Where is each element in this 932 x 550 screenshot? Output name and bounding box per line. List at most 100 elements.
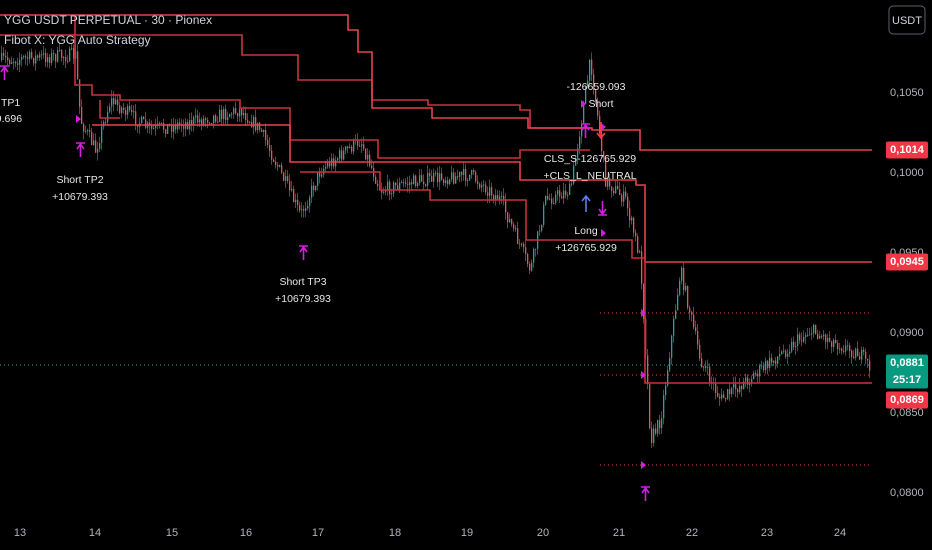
candle-body	[555, 194, 557, 203]
candle-body	[485, 184, 487, 193]
candle-body	[819, 335, 821, 339]
candle-body	[437, 172, 439, 183]
candle-body	[839, 348, 841, 350]
candle-body	[821, 335, 823, 337]
candle-body	[837, 343, 839, 349]
candle-body	[577, 148, 579, 158]
long-arrow	[581, 194, 591, 212]
candle-body	[95, 140, 97, 153]
candle-body	[195, 115, 197, 118]
candle-body	[387, 181, 389, 191]
candle-body	[651, 428, 653, 444]
step-line	[0, 14, 872, 151]
candle-body	[155, 125, 157, 128]
candle-body	[119, 105, 121, 113]
candle-body	[115, 99, 117, 105]
candle-body	[639, 251, 641, 253]
candle-body	[843, 350, 845, 352]
candle-body	[269, 145, 271, 151]
candle-body	[13, 61, 15, 63]
candle-body	[281, 165, 283, 173]
candle-body	[579, 136, 581, 149]
candle-body	[385, 190, 387, 192]
candle-body	[295, 199, 297, 203]
candle-body	[275, 161, 277, 166]
candle-body	[735, 384, 737, 390]
candle-body	[755, 373, 757, 375]
candle-body	[661, 418, 663, 429]
candle-body	[789, 351, 791, 354]
candle-body	[279, 165, 281, 167]
annotation: CLS_S-126765.929	[544, 153, 636, 165]
symbol-title: YGG USDT PERPETUAL · 30 · Pionex	[4, 13, 212, 27]
candle-body	[203, 118, 205, 125]
candle-body	[781, 351, 783, 355]
candle-body	[535, 248, 537, 250]
candle-body	[25, 56, 27, 58]
candle-body	[533, 249, 535, 263]
candle-body	[569, 183, 571, 195]
candle-body	[709, 367, 711, 382]
candle-body	[581, 123, 583, 137]
candle-body	[503, 195, 505, 201]
candle-body	[627, 196, 629, 209]
candle-body	[731, 387, 733, 395]
candle-body	[237, 113, 239, 117]
candle-body	[291, 189, 293, 191]
candle-body	[309, 197, 311, 206]
candle-body	[707, 367, 709, 369]
candle-body	[657, 420, 659, 434]
candle-body	[617, 185, 619, 190]
price-tick-label: 0,0800	[890, 487, 924, 499]
candle-body	[319, 172, 321, 177]
candle-body	[531, 262, 533, 271]
candle-body	[129, 106, 131, 111]
candle-body	[15, 61, 17, 64]
candle-body	[681, 267, 683, 281]
candle-body	[19, 59, 21, 65]
candle-body	[793, 341, 795, 347]
candle-body	[321, 174, 323, 177]
candle-body	[473, 170, 475, 173]
candle-body	[357, 139, 359, 146]
candle-body	[381, 190, 383, 193]
time-label: 24	[834, 527, 846, 539]
candle-body	[519, 243, 521, 245]
candle-body	[827, 337, 829, 342]
candle-body	[631, 217, 633, 221]
time-label: 20	[537, 527, 549, 539]
candle-body	[21, 56, 23, 60]
candle-body	[231, 113, 233, 115]
candle-body	[567, 194, 569, 196]
candle-body	[495, 195, 497, 200]
price-badge-label: 0,0881	[890, 357, 924, 369]
candle-body	[341, 150, 343, 160]
candle-body	[223, 109, 225, 120]
candle-body	[865, 351, 867, 359]
currency-label: USDT	[892, 15, 922, 27]
candle-body	[307, 205, 309, 209]
candle-body	[603, 151, 605, 158]
candle-body	[439, 173, 441, 183]
price-badge	[886, 253, 928, 271]
candle-body	[423, 181, 425, 185]
candle-body	[691, 312, 693, 315]
candle-body	[235, 108, 237, 114]
currency-button[interactable]	[888, 5, 926, 35]
candle-body	[193, 117, 195, 126]
candle-body	[587, 80, 589, 87]
candle-body	[751, 379, 753, 383]
candle-body	[233, 108, 235, 114]
candle-body	[47, 57, 49, 63]
step-line	[92, 124, 872, 263]
candle-body	[525, 247, 527, 254]
candle-body	[247, 120, 249, 123]
short-arrow	[596, 122, 606, 140]
candle-body	[763, 365, 765, 371]
candle-body	[507, 212, 509, 223]
candle-body	[141, 116, 143, 124]
candle-body	[635, 232, 637, 237]
candle-body	[655, 428, 657, 434]
candle-body	[609, 178, 611, 187]
